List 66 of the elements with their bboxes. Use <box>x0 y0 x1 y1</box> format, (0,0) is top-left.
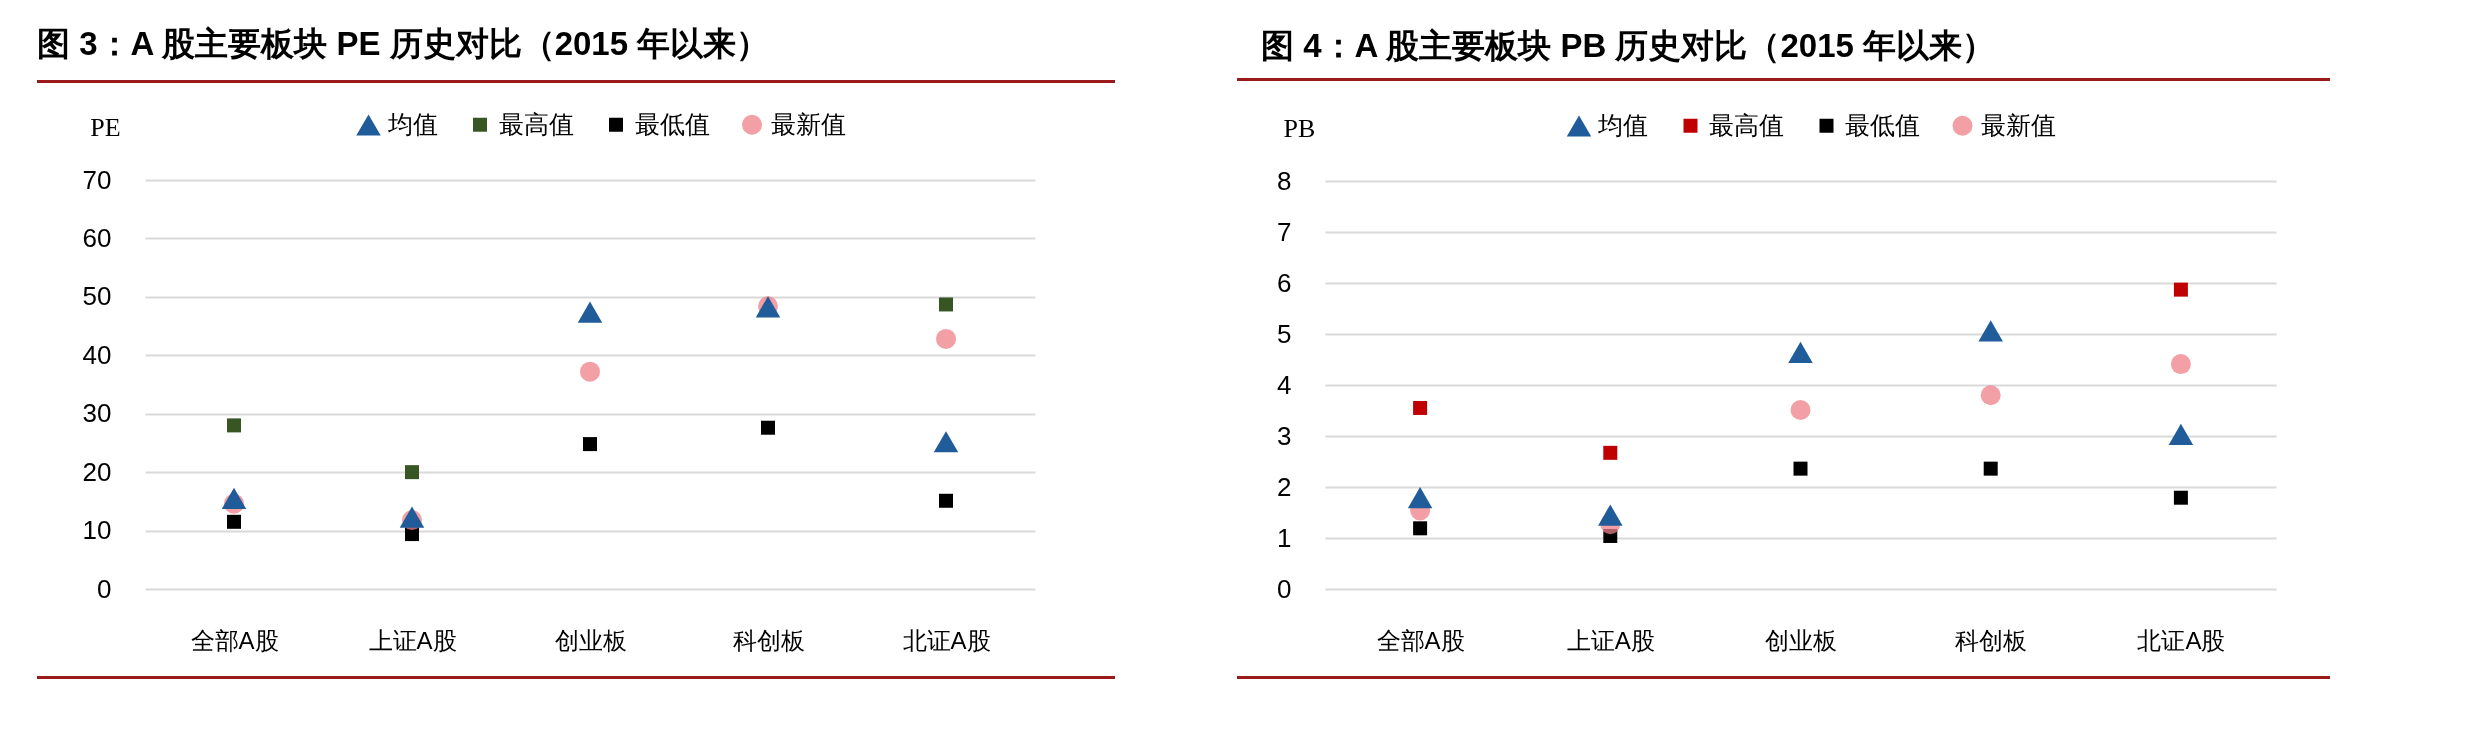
y-tick-label: 70 <box>82 164 112 195</box>
x-tick-label: 北证A股 <box>902 626 991 654</box>
point <box>221 487 247 510</box>
y-tick-label: 2 <box>1277 471 1292 502</box>
x-tick-label: 科创板 <box>1955 626 2028 654</box>
point <box>1407 487 1433 509</box>
y-tick-label: 0 <box>97 573 112 604</box>
point <box>1413 400 1428 415</box>
point <box>580 361 600 382</box>
point <box>1413 521 1428 536</box>
legend-label: 最新值 <box>1981 110 2056 139</box>
point <box>2173 490 2188 505</box>
point <box>227 418 241 433</box>
legend-label: 最高值 <box>1709 110 1784 139</box>
x-tick-label: 北证A股 <box>2137 626 2226 654</box>
y-tick-label: 50 <box>82 281 112 312</box>
point <box>1793 461 1808 476</box>
point <box>405 465 419 480</box>
x-tick-label: 全部A股 <box>1376 626 1465 654</box>
chart-title: 图 3：A 股主要板块 PE 历史对比（2015 年以来） <box>37 24 770 64</box>
y-axis-title: PE <box>90 112 121 142</box>
x-tick-label: 上证A股 <box>368 626 457 654</box>
y-tick-label: 30 <box>82 398 112 429</box>
y-axis-title: PB <box>1283 113 1316 143</box>
legend-label: 最低值 <box>1845 110 1920 139</box>
point <box>1598 504 1623 526</box>
x-tick-label: 创业板 <box>1765 626 1837 654</box>
point <box>227 514 241 529</box>
point <box>2170 354 2191 375</box>
point <box>761 420 775 435</box>
y-tick-label: 8 <box>1277 165 1292 196</box>
point <box>2173 282 2188 297</box>
point <box>1978 320 2003 342</box>
legend-label: 最低值 <box>634 109 710 138</box>
x-tick-label: 上证A股 <box>1566 626 1655 654</box>
point <box>2168 423 2194 446</box>
y-tick-label: 60 <box>82 222 112 253</box>
legend-label: 最新值 <box>770 109 846 138</box>
legend-label: 最高值 <box>498 109 574 138</box>
legend-label: 均值 <box>1597 111 1648 139</box>
y-tick-label: 20 <box>82 456 112 487</box>
point <box>933 431 959 453</box>
point <box>1983 461 1998 476</box>
y-tick-label: 6 <box>1277 267 1292 298</box>
y-tick-label: 0 <box>1277 573 1292 604</box>
point <box>577 301 603 323</box>
point <box>1788 341 1813 363</box>
point <box>1603 445 1618 460</box>
point <box>936 328 956 349</box>
point <box>583 437 597 452</box>
y-tick-label: 4 <box>1277 369 1292 400</box>
y-tick-label: 10 <box>82 515 112 546</box>
x-tick-label: 创业板 <box>554 626 627 654</box>
point <box>939 493 953 508</box>
point <box>939 297 953 312</box>
point <box>1790 400 1811 420</box>
chart-title: 图 4：A 股主要板块 PB 历史对比（2015 年以来） <box>1261 26 1996 66</box>
x-tick-label: 科创板 <box>732 626 805 654</box>
y-tick-label: 1 <box>1277 522 1292 553</box>
legend-label: 均值 <box>386 110 438 138</box>
y-tick-label: 3 <box>1277 420 1292 451</box>
y-tick-label: 7 <box>1277 216 1292 247</box>
y-tick-label: 5 <box>1277 318 1292 349</box>
y-tick-label: 40 <box>82 339 112 370</box>
point <box>1980 385 2001 406</box>
x-tick-label: 全部A股 <box>190 626 279 654</box>
